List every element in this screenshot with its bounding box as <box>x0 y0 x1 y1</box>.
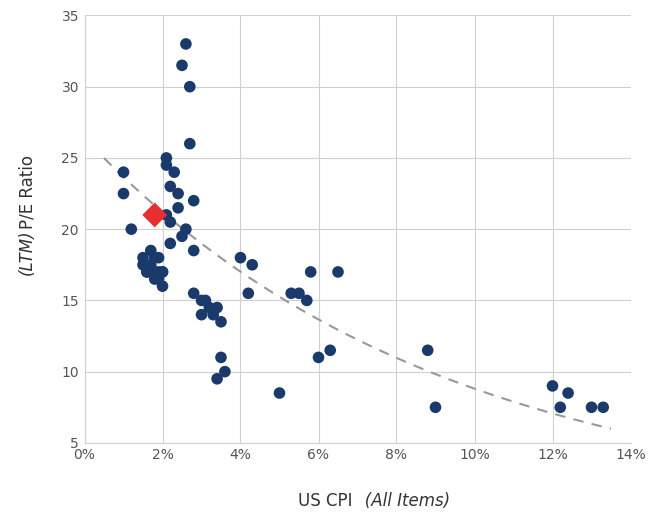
Point <box>150 275 160 283</box>
Point <box>430 403 441 411</box>
Point <box>422 346 433 354</box>
Point <box>208 311 218 319</box>
Point <box>185 140 195 148</box>
Point <box>157 268 168 276</box>
Point <box>161 211 172 219</box>
Point <box>586 403 597 411</box>
Point <box>286 289 296 298</box>
Point <box>150 253 160 262</box>
Point <box>302 296 312 304</box>
Point <box>188 247 199 255</box>
Point <box>181 225 191 233</box>
Text: (LTM): (LTM) <box>18 229 36 275</box>
Point <box>325 346 335 354</box>
Point <box>555 403 566 411</box>
Point <box>157 282 168 290</box>
Point <box>306 268 316 276</box>
Point <box>216 318 226 326</box>
Point <box>161 161 172 169</box>
Point <box>138 253 148 262</box>
Point <box>146 247 156 255</box>
Point <box>204 303 214 312</box>
Text: P/E Ratio: P/E Ratio <box>18 150 36 229</box>
Point <box>212 375 222 383</box>
Point <box>177 232 187 241</box>
Point <box>196 296 207 304</box>
Point <box>118 190 129 198</box>
Point <box>150 211 160 219</box>
Point <box>165 218 176 226</box>
Point <box>563 389 573 397</box>
Point <box>313 353 324 362</box>
Point <box>188 289 199 298</box>
Point <box>138 261 148 269</box>
Point <box>153 253 164 262</box>
Point <box>200 296 211 304</box>
Point <box>333 268 343 276</box>
Point <box>274 389 285 397</box>
Point <box>243 289 254 298</box>
Point <box>169 168 179 176</box>
Point <box>153 275 164 283</box>
Point <box>185 82 195 91</box>
Point <box>196 311 207 319</box>
Point <box>216 353 226 362</box>
Point <box>294 289 304 298</box>
Point <box>161 154 172 162</box>
Point <box>220 368 230 376</box>
Point <box>165 182 176 191</box>
Point <box>142 268 152 276</box>
Point <box>188 197 199 205</box>
Point <box>157 268 168 276</box>
Point <box>173 204 183 212</box>
Point <box>150 268 160 276</box>
Text: (All Items): (All Items) <box>358 492 450 510</box>
Text: US CPI: US CPI <box>298 492 358 510</box>
Point <box>598 403 608 411</box>
Point <box>153 268 164 276</box>
Point <box>173 190 183 198</box>
Point <box>165 239 176 248</box>
Point <box>235 253 246 262</box>
Point <box>547 382 558 390</box>
Point <box>212 303 222 312</box>
Point <box>142 268 152 276</box>
Point <box>118 168 129 176</box>
Point <box>177 61 187 70</box>
Point <box>146 261 156 269</box>
Point <box>181 40 191 48</box>
Point <box>126 225 136 233</box>
Point <box>247 261 257 269</box>
